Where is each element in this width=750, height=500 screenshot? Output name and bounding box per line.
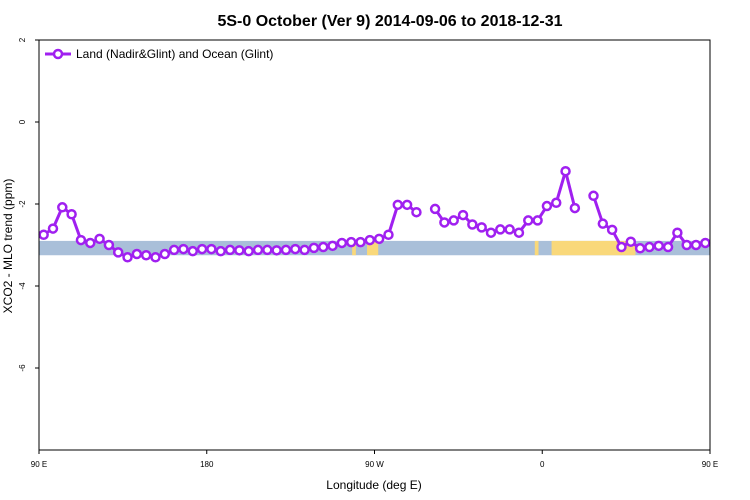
data-point (355, 236, 366, 248)
data-point (327, 240, 338, 252)
data-point (485, 227, 497, 238)
data-point (439, 217, 450, 228)
data-point (262, 244, 273, 256)
x-axis-label: Longitude (deg E) (326, 478, 421, 492)
data-point (560, 165, 571, 177)
data-point (271, 245, 282, 256)
data-point (662, 241, 674, 253)
data-point (495, 224, 506, 235)
data-point (122, 252, 133, 263)
data-point (159, 248, 171, 260)
data-point (532, 215, 543, 226)
data-point (504, 224, 515, 235)
land-band (534, 240, 539, 256)
data-point (234, 245, 245, 256)
data-point (112, 247, 124, 258)
data-point (215, 245, 226, 257)
data-point (336, 237, 348, 249)
data-point (373, 233, 385, 245)
data-point (672, 227, 683, 238)
data-point (187, 245, 199, 257)
legend-marker (52, 48, 64, 60)
data-point (690, 239, 702, 251)
data-point (523, 215, 534, 226)
y-axis-label: XCO2 - MLO trend (ppm) (1, 179, 15, 314)
y-tick-label: -4 (18, 282, 27, 290)
data-point (411, 206, 422, 218)
data-point (383, 229, 394, 240)
data-point (550, 197, 562, 209)
data-point (94, 233, 105, 245)
data-point (401, 199, 413, 211)
legend-label: Land (Nadir&Glint) and Ocean (Glint) (76, 47, 273, 61)
data-point (467, 219, 478, 230)
x-tick-label: 0 (540, 460, 545, 469)
land-band (352, 240, 356, 256)
data-point (597, 218, 609, 229)
data-point (196, 243, 208, 255)
data-point (47, 223, 59, 234)
y-axis: 2 0 -2 -4 -6 (18, 37, 39, 372)
data-point (168, 244, 180, 256)
y-tick-label: 2 (18, 37, 27, 42)
data-point (644, 241, 655, 253)
data-point (38, 229, 49, 240)
y-tick-label: -2 (18, 200, 27, 208)
data-point (243, 245, 254, 257)
data-point (103, 239, 115, 251)
data-point (206, 243, 217, 255)
data-point (178, 243, 189, 255)
x-axis: 90 E 180 90 W 0 90 E (31, 450, 718, 469)
legend: Land (Nadir&Glint) and Ocean (Glint) (45, 47, 273, 61)
data-point (66, 209, 77, 220)
data-point (150, 252, 161, 263)
data-point (364, 234, 376, 246)
data-point (308, 242, 320, 254)
series-layer (38, 165, 711, 263)
data-point (290, 243, 301, 255)
data-point (317, 241, 329, 253)
data-point (700, 237, 711, 249)
data-point (224, 244, 236, 256)
x-tick-label: 180 (200, 460, 214, 469)
data-point (392, 199, 404, 211)
data-point (569, 202, 581, 214)
data-point (541, 200, 553, 212)
data-point (476, 222, 487, 233)
surface-band (39, 240, 710, 256)
data-point (625, 236, 637, 247)
data-point (252, 244, 264, 256)
x-tick-label: 90 E (31, 460, 47, 469)
y-tick-label: -6 (18, 364, 27, 372)
data-point (681, 239, 692, 251)
data-point (299, 244, 310, 256)
data-point (606, 224, 618, 236)
x-tick-label: 90 W (365, 460, 384, 469)
data-point (345, 236, 357, 248)
data-point (85, 237, 96, 249)
data-point (57, 202, 68, 213)
data-point (588, 190, 599, 202)
data-point (140, 250, 152, 261)
y-tick-label: 0 (18, 119, 27, 124)
chart-title: 5S-0 October (Ver 9) 2014-09-06 to 2018-… (217, 13, 562, 30)
data-point (457, 209, 469, 221)
data-point (280, 244, 292, 256)
data-point (653, 240, 664, 252)
data-point (616, 241, 627, 253)
data-point (634, 243, 646, 254)
land-band (367, 240, 379, 256)
data-point (429, 203, 441, 215)
data-point (131, 248, 143, 260)
data-point (513, 227, 525, 238)
data-point (448, 215, 459, 226)
land-band (551, 240, 636, 256)
data-point (75, 234, 87, 246)
x-tick-label: 90 E (702, 460, 718, 469)
